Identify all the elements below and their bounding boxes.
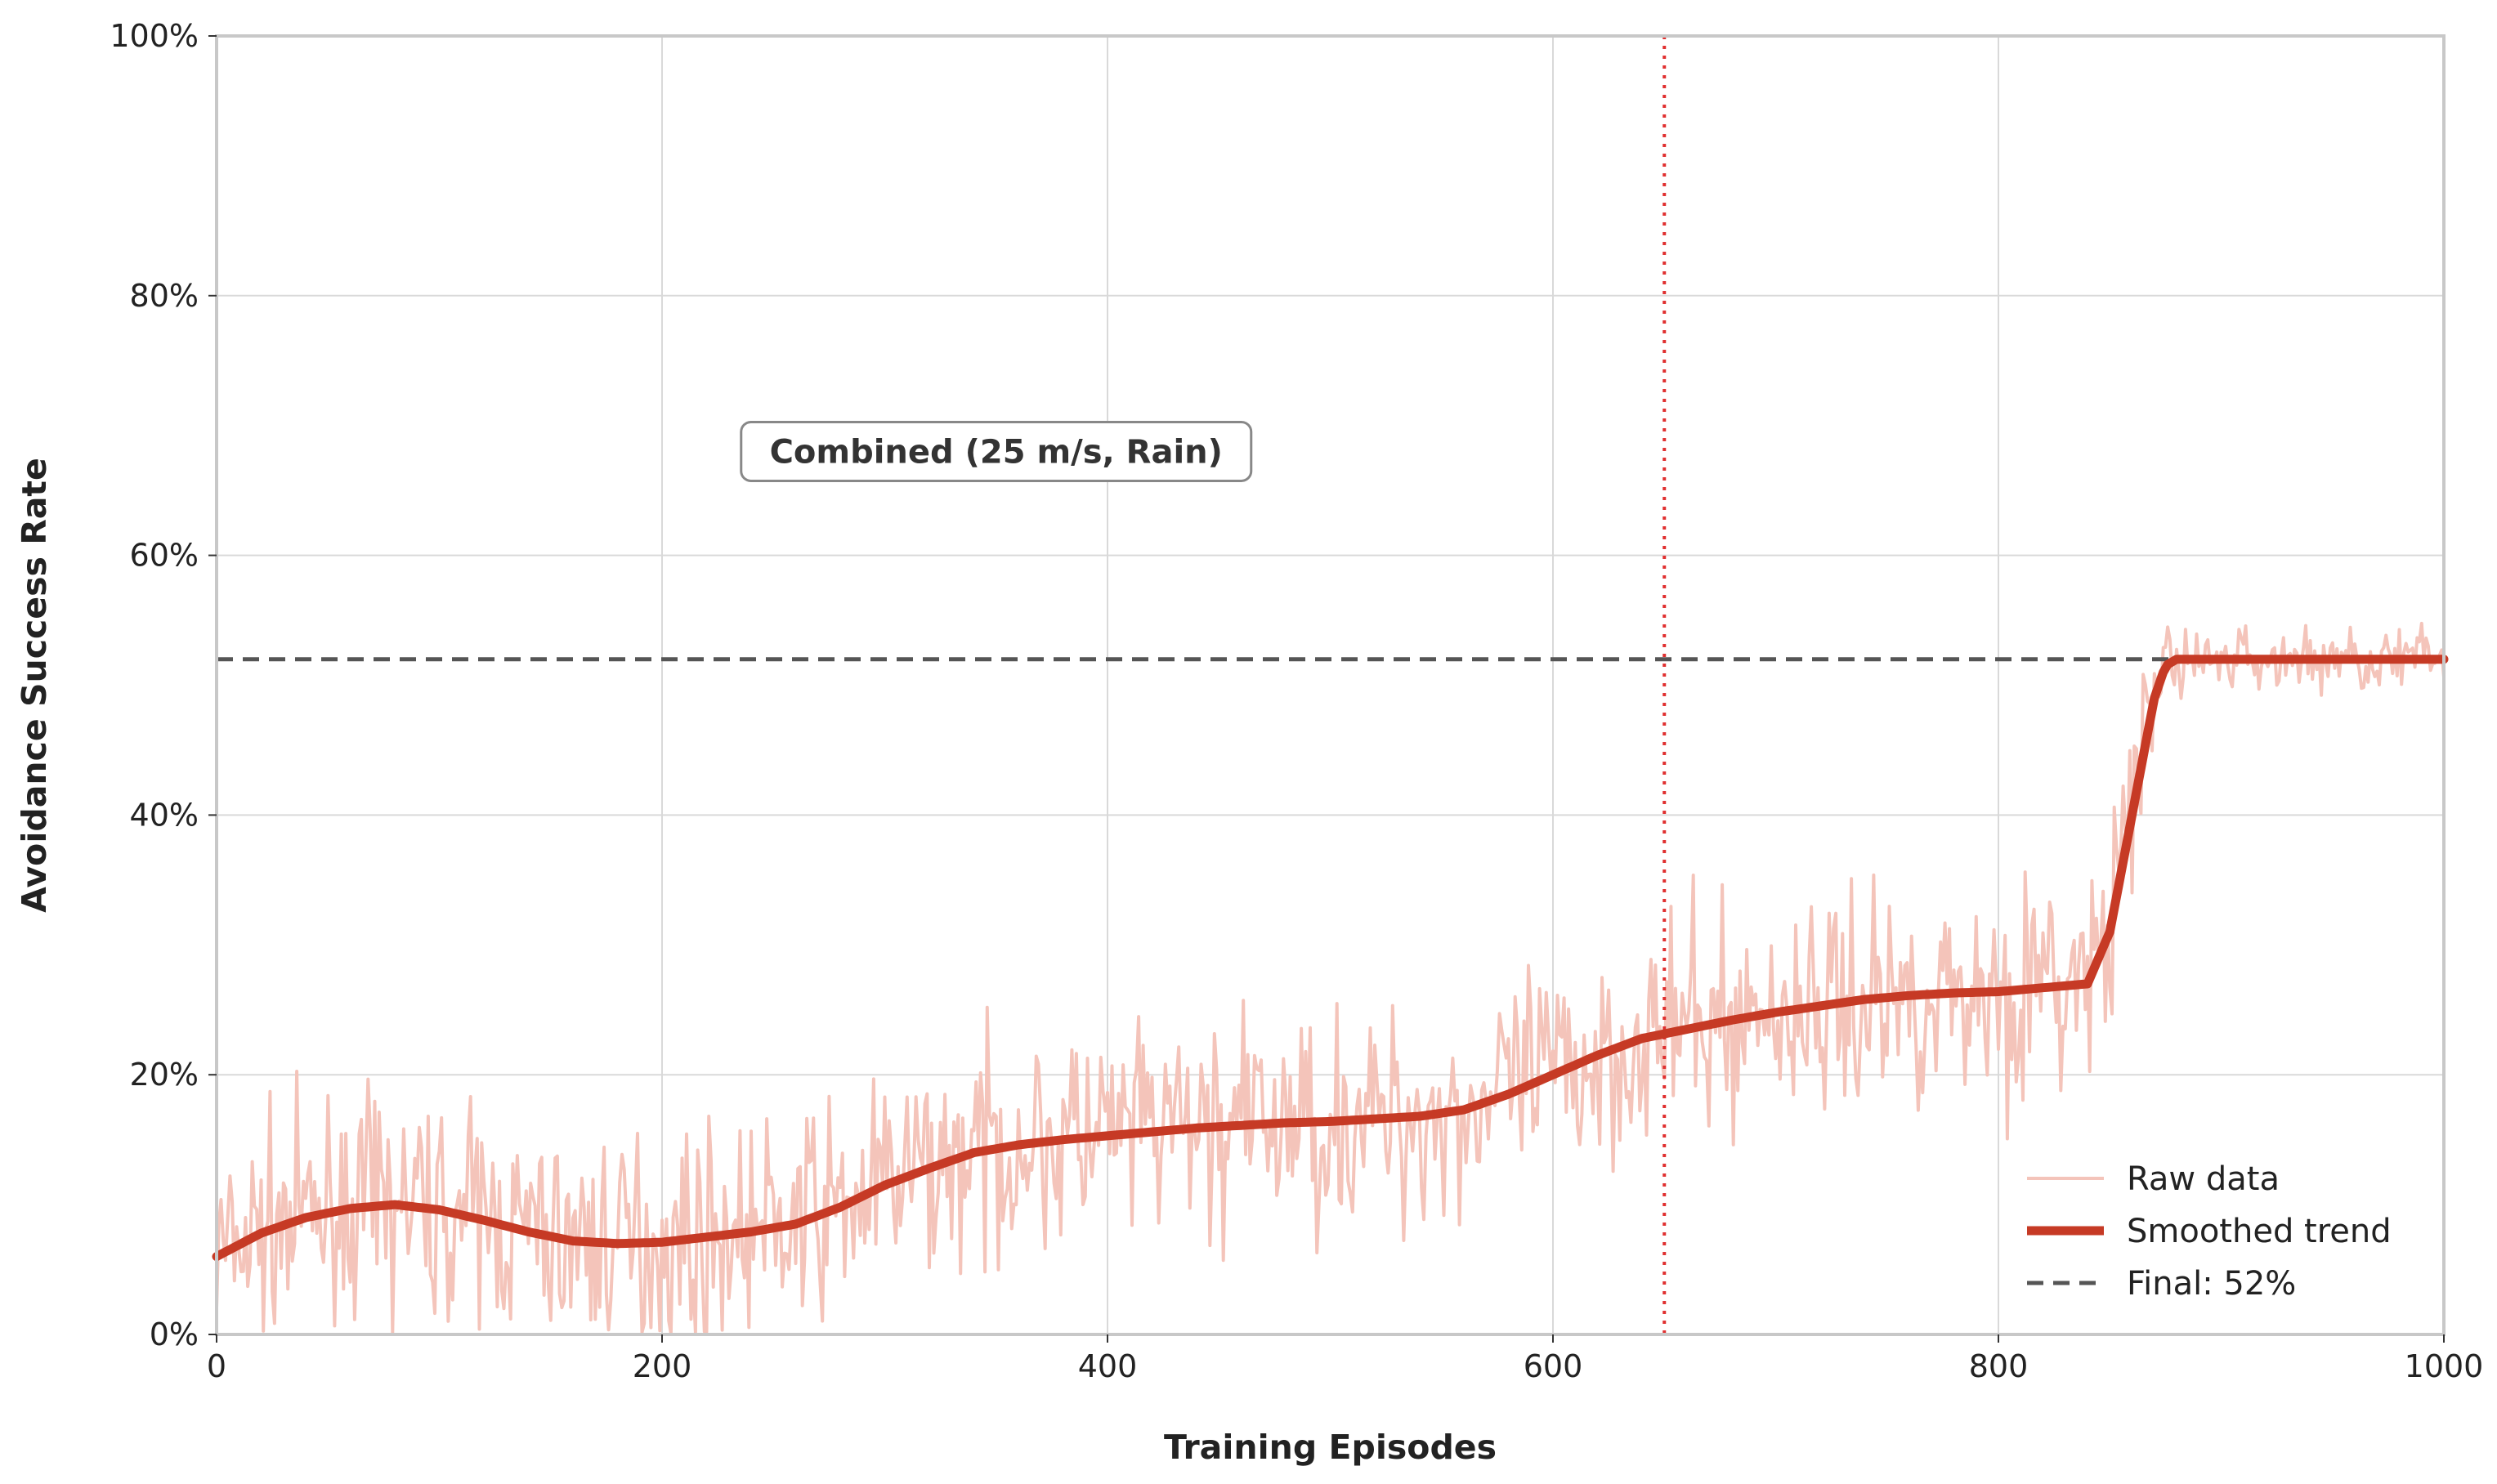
x-tick-label: 800: [1969, 1348, 2029, 1384]
x-tick-label: 600: [1524, 1348, 1583, 1384]
y-tick-label: 20%: [130, 1057, 199, 1093]
y-tick-label: 40%: [130, 797, 199, 833]
x-tick-label: 1000: [2405, 1348, 2484, 1384]
smoothed-trend-series: [212, 655, 2449, 1262]
y-axis-label: Avoidance Success Rate: [15, 458, 54, 913]
annotation-frame: [740, 420, 1253, 482]
x-axis-label: Training Episodes: [1164, 1428, 1497, 1467]
y-axis-ticks: 0% 20% 40% 60% 80% 100%: [110, 18, 217, 1352]
legend-label: Final: 52%: [2127, 1265, 2296, 1303]
smoothed-trend-line: [212, 655, 2449, 1262]
x-tick-label: 0: [207, 1348, 226, 1384]
legend: Raw data Smoothed trend Final: 52%: [2027, 1160, 2392, 1303]
legend-label: Raw data: [2127, 1160, 2280, 1198]
x-axis-ticks: 0 200 400 600 800 1000: [207, 1334, 2483, 1384]
raw-data-series: [215, 621, 2446, 1335]
y-tick-label: 100%: [110, 18, 199, 54]
plot-frame: [215, 34, 2446, 1336]
x-tick-label: 400: [1078, 1348, 1138, 1384]
annotation-text: Combined (25 m/s, Rain): [770, 433, 1223, 471]
y-tick-label: 0%: [150, 1316, 199, 1352]
y-tick-label: 60%: [130, 538, 199, 574]
annotation-box: Combined (25 m/s, Rain): [740, 420, 1253, 482]
legend-label: Smoothed trend: [2127, 1213, 2392, 1250]
x-tick-label: 200: [633, 1348, 692, 1384]
y-tick-label: 80%: [130, 278, 199, 314]
raw-data-line: [215, 621, 2446, 1335]
